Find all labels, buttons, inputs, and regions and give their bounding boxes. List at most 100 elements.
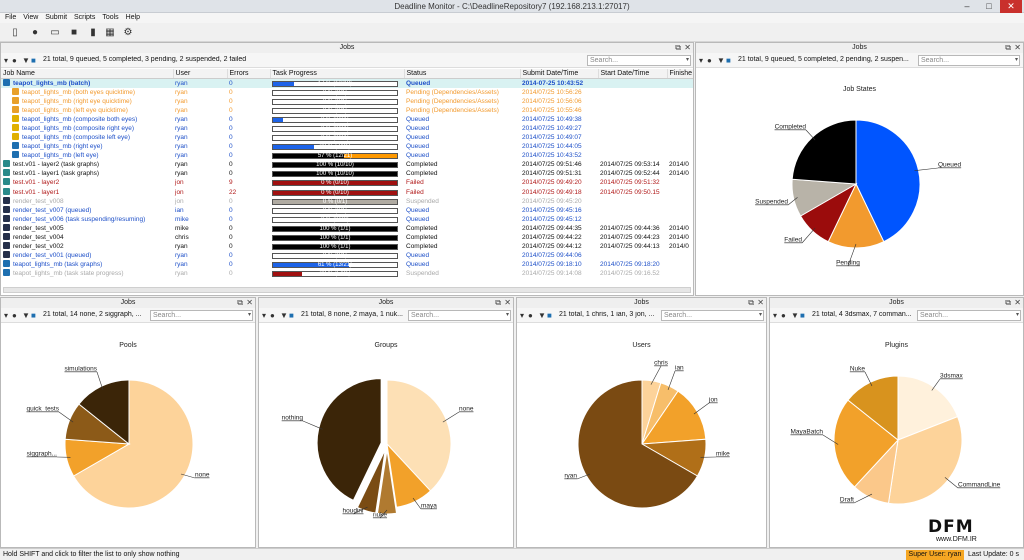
- float-panel-icon[interactable]: ⧉: [495, 298, 501, 307]
- pie-slice-pending[interactable]: [827, 182, 885, 249]
- search-input[interactable]: Search... ▾: [917, 310, 1021, 321]
- maximize-button[interactable]: □: [986, 1, 992, 11]
- pie-slice-queued[interactable]: [855, 119, 921, 243]
- lock-icon[interactable]: ■: [70, 26, 78, 38]
- user-filter-icon[interactable]: ●: [270, 311, 275, 320]
- table-row[interactable]: teapot_lights_mb (batch) ryan 0 17 % (13/18…: [1, 78, 693, 88]
- grid-settings-icon[interactable]: ▦: [105, 26, 115, 38]
- search-dropdown-icon[interactable]: ▾: [247, 312, 251, 318]
- table-row[interactable]: teapot_lights_mb (right eye) ryan 0 33 % (7…: [1, 142, 693, 151]
- pie-slice-mayabatch[interactable]: [833, 399, 899, 488]
- close-panel-icon[interactable]: ✕: [1014, 43, 1021, 52]
- monitor-icon[interactable]: ▯: [12, 26, 18, 38]
- super-user-badge[interactable]: Super User: ryan: [906, 550, 964, 560]
- table-row[interactable]: test.v01 - layer1 jon 22 0 % (0/10) Failed 20…: [1, 187, 693, 197]
- bookmark-icon[interactable]: ▮: [90, 26, 96, 38]
- search-input[interactable]: Search... ▾: [150, 310, 253, 321]
- job-icon[interactable]: ■: [800, 311, 805, 320]
- search-dropdown-icon[interactable]: ▾: [685, 57, 689, 63]
- float-panel-icon[interactable]: ⧉: [748, 298, 754, 307]
- column-header[interactable]: Errors: [227, 69, 271, 79]
- user-filter-icon[interactable]: ●: [707, 56, 712, 65]
- table-row[interactable]: render_test_v007 (queued) ian 0 0 % (0/1) Qu…: [1, 205, 693, 215]
- table-row[interactable]: render_test_v008 jon 0 0 % (0/1) Suspended 20…: [1, 196, 693, 206]
- table-row[interactable]: test.v01 - layer2 (task graphs) ryan 0 100 …: [1, 160, 693, 169]
- filter-icon[interactable]: ▼: [22, 311, 30, 320]
- table-row[interactable]: teapot_lights_mb (composite right eye) ry…: [1, 123, 693, 133]
- table-row[interactable]: teapot_lights_mb (left eye quicktime) rya…: [1, 105, 693, 115]
- column-header[interactable]: User: [173, 69, 228, 79]
- search-dropdown-icon[interactable]: ▾: [505, 312, 509, 318]
- table-row[interactable]: test.v01 - layer1 (task graphs) ryan 0 100 …: [1, 169, 693, 178]
- close-panel-icon[interactable]: ✕: [757, 298, 764, 307]
- float-panel-icon[interactable]: ⧉: [675, 43, 681, 52]
- close-panel-icon[interactable]: ✕: [1014, 298, 1021, 307]
- table-row[interactable]: teapot_lights_mb (left eye) ryan 0 57 % (12…: [1, 151, 693, 160]
- column-header[interactable]: Task Progress: [270, 69, 405, 79]
- menu-submit[interactable]: Submit: [45, 14, 68, 21]
- table-row[interactable]: teapot_lights_mb (task graphs) ryan 0 61 % …: [1, 260, 693, 269]
- job-icon[interactable]: ■: [31, 56, 36, 65]
- close-button[interactable]: ✕: [1000, 0, 1022, 13]
- table-row[interactable]: teapot_lights_mb (right eye quicktime) ry…: [1, 96, 693, 106]
- dropdown-arrow-icon[interactable]: ▾: [520, 311, 525, 320]
- user-filter-icon[interactable]: ●: [781, 311, 786, 320]
- close-panel-icon[interactable]: ✕: [684, 43, 691, 52]
- user-filter-icon[interactable]: ●: [12, 311, 17, 320]
- table-row[interactable]: teapot_lights_mb (task state progress) ry…: [1, 269, 693, 278]
- search-dropdown-icon[interactable]: ▾: [1014, 57, 1018, 63]
- column-header[interactable]: Finishe: [667, 69, 693, 79]
- search-input[interactable]: Search... ▾: [408, 310, 511, 321]
- user-filter-icon[interactable]: ●: [12, 56, 17, 65]
- user-icon[interactable]: ●: [31, 26, 39, 38]
- job-icon[interactable]: ■: [547, 311, 552, 320]
- pie-slice-simulations[interactable]: [78, 379, 130, 446]
- minimize-button[interactable]: –: [964, 1, 970, 11]
- pie-slice-maya[interactable]: [386, 442, 432, 508]
- table-row[interactable]: render_test_v002 ryan 0 100 % (1/1) Complete…: [1, 242, 693, 251]
- float-panel-icon[interactable]: ⧉: [1005, 43, 1011, 52]
- table-row[interactable]: test.v01 - layer2 jon 9 0 % (0/10) Failed 201…: [1, 178, 693, 187]
- user-filter-icon[interactable]: ●: [528, 311, 533, 320]
- filter-icon[interactable]: ▼: [538, 311, 546, 320]
- menu-view[interactable]: View: [23, 14, 39, 21]
- search-dropdown-icon[interactable]: ▾: [1015, 312, 1019, 318]
- menu-file[interactable]: File: [5, 14, 17, 21]
- table-row[interactable]: teapot_lights_mb (composite both eyes) ry…: [1, 114, 693, 124]
- filter-icon[interactable]: ▼: [717, 56, 725, 65]
- search-input[interactable]: Search... ▾: [661, 310, 764, 321]
- column-header[interactable]: Job Name: [1, 69, 174, 79]
- filter-icon[interactable]: ▼: [791, 311, 799, 320]
- table-row[interactable]: teapot_lights_mb (both eyes quicktime) ry…: [1, 87, 693, 97]
- horizontal-scrollbar[interactable]: [3, 287, 691, 293]
- job-icon[interactable]: ■: [31, 311, 36, 320]
- window-icon[interactable]: ▭: [50, 26, 60, 38]
- search-input[interactable]: Search... ▾: [587, 55, 691, 66]
- float-panel-icon[interactable]: ⧉: [1005, 298, 1011, 307]
- menu-tools[interactable]: Tools: [102, 14, 119, 21]
- job-icon[interactable]: ■: [289, 311, 294, 320]
- float-panel-icon[interactable]: ⧉: [237, 298, 243, 307]
- dropdown-arrow-icon[interactable]: ▾: [4, 311, 9, 320]
- pie-slice-none[interactable]: [72, 379, 194, 509]
- search-input[interactable]: Search... ▾: [918, 55, 1020, 66]
- column-header[interactable]: Submit Date/Time: [520, 69, 599, 79]
- filter-icon[interactable]: ▼: [280, 311, 288, 320]
- pie-slice-jon[interactable]: [641, 390, 707, 445]
- filter-icon[interactable]: ▼: [22, 56, 30, 65]
- pie-slice-houdini[interactable]: [356, 449, 386, 514]
- close-panel-icon[interactable]: ✕: [246, 298, 253, 307]
- column-header[interactable]: Start Date/Time: [598, 69, 668, 79]
- table-row[interactable]: render_test_v004 chris 0 100 % (1/1) Complet…: [1, 233, 693, 242]
- dropdown-arrow-icon[interactable]: ▾: [4, 56, 9, 65]
- table-row[interactable]: render_test_v001 (queued) ryan 0 0 % (0/1) Q…: [1, 251, 693, 260]
- pie-slice-none[interactable]: [386, 379, 452, 492]
- table-row[interactable]: render_test_v006 (task suspending/resumi…: [1, 214, 693, 224]
- search-dropdown-icon[interactable]: ▾: [758, 312, 762, 318]
- table-row[interactable]: render_test_v005 mike 0 100 % (1/1) Complete…: [1, 223, 693, 233]
- menu-scripts[interactable]: Scripts: [73, 14, 96, 21]
- job-icon[interactable]: ■: [726, 56, 731, 65]
- dropdown-arrow-icon[interactable]: ▾: [699, 56, 704, 65]
- pie-slice-nuke[interactable]: [376, 449, 398, 515]
- table-row[interactable]: teapot_lights_mb (composite left eye) rya…: [1, 133, 693, 142]
